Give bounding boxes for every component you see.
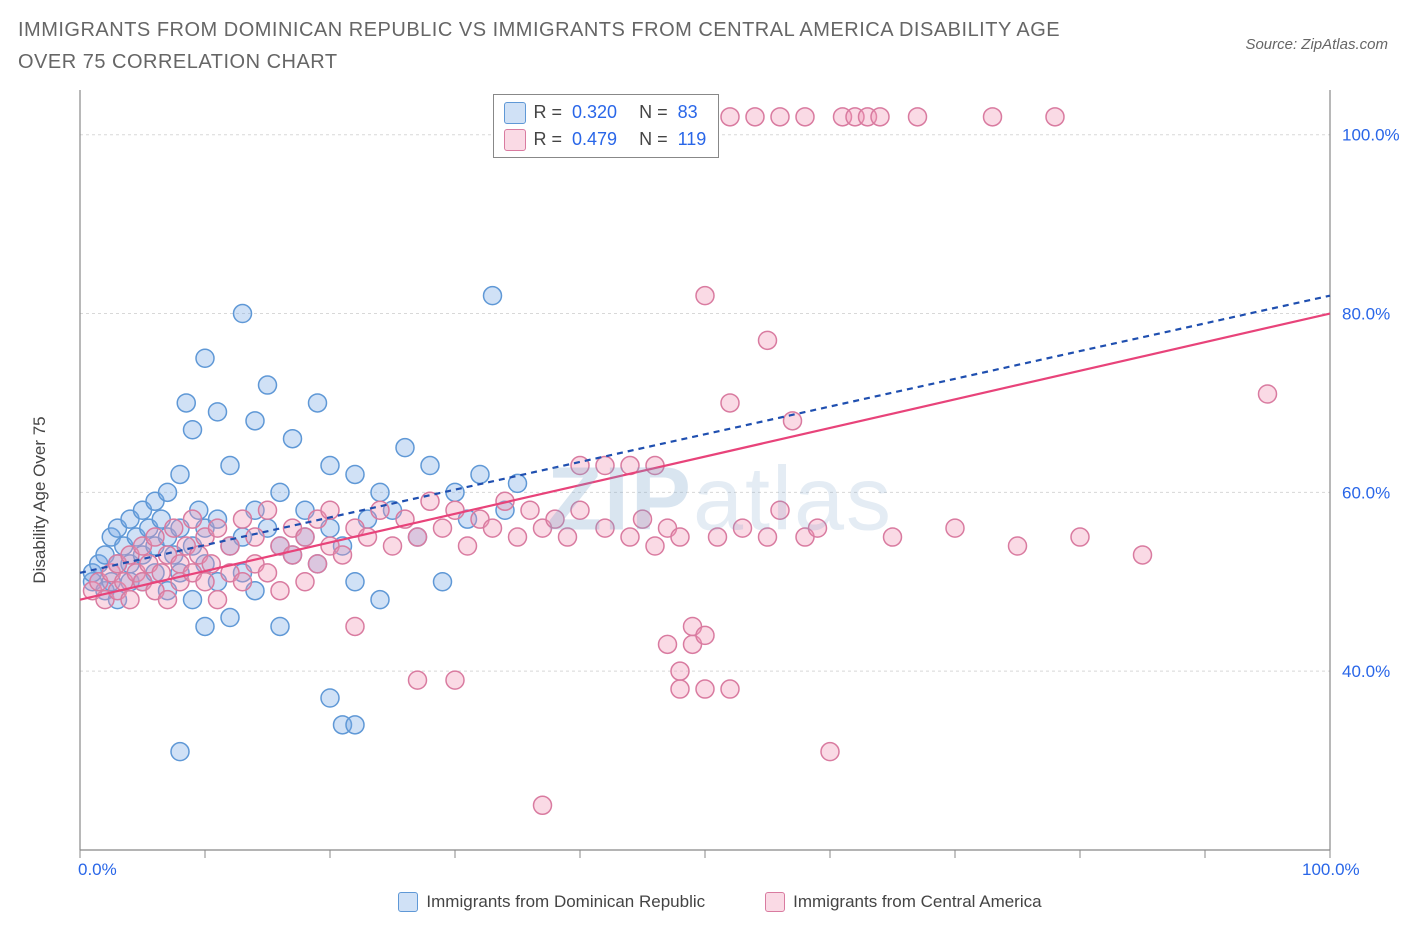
r-label: R = [534, 99, 563, 126]
legend-item-series-b: Immigrants from Central America [765, 892, 1041, 912]
swatch-series-a [504, 102, 526, 124]
legend-swatch-b [765, 892, 785, 912]
legend-item-series-a: Immigrants from Dominican Republic [398, 892, 705, 912]
r-value-a: 0.320 [572, 99, 617, 126]
svg-text:60.0%: 60.0% [1342, 483, 1390, 502]
stats-legend-box: R = 0.320 N = 83 R = 0.479 N = 119 [493, 94, 720, 158]
svg-text:100.0%: 100.0% [1342, 126, 1400, 145]
x-axis-max-label: 100.0% [1302, 860, 1360, 880]
title-bar: IMMIGRANTS FROM DOMINICAN REPUBLIC VS IM… [0, 0, 1406, 78]
chart-area: Disability Age Over 75 40.0%60.0%80.0%10… [50, 90, 1390, 910]
legend-label-a: Immigrants from Dominican Republic [426, 892, 705, 912]
legend-swatch-a [398, 892, 418, 912]
n-value-b: 119 [678, 126, 707, 153]
bottom-legend: Immigrants from Dominican Republic Immig… [50, 892, 1390, 912]
r-label: R = [534, 126, 563, 153]
n-label: N = [639, 126, 668, 153]
legend-label-b: Immigrants from Central America [793, 892, 1041, 912]
x-axis-min-label: 0.0% [78, 860, 117, 880]
r-value-b: 0.479 [572, 126, 617, 153]
n-value-a: 83 [678, 99, 698, 126]
stats-row-series-b: R = 0.479 N = 119 [504, 126, 707, 153]
n-label: N = [639, 99, 668, 126]
stats-row-series-a: R = 0.320 N = 83 [504, 99, 707, 126]
swatch-series-b [504, 129, 526, 151]
chart-title: IMMIGRANTS FROM DOMINICAN REPUBLIC VS IM… [18, 14, 1118, 78]
scatter-plot-svg: 40.0% 60.0% 80.0% 100.0% [50, 90, 1400, 880]
y-axis-label: Disability Age Over 75 [30, 416, 50, 583]
source-attribution: Source: ZipAtlas.com [1245, 36, 1388, 53]
svg-text:40.0%: 40.0% [1342, 662, 1390, 681]
svg-text:80.0%: 80.0% [1342, 305, 1390, 324]
